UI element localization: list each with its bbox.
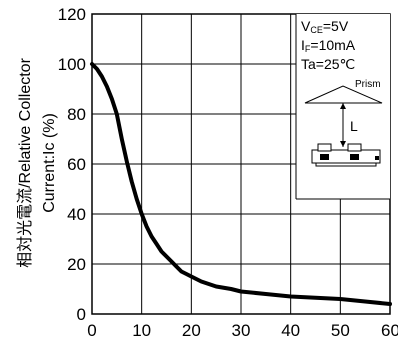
x-tick-labels: 0 10 20 30 40 50 60 bbox=[87, 321, 398, 340]
y-tick-label: 40 bbox=[67, 205, 86, 224]
condition-ta: Ta=25℃ bbox=[301, 56, 355, 72]
x-tick-label: 20 bbox=[182, 321, 201, 340]
distance-arrow-top bbox=[340, 103, 346, 109]
emitter-bump bbox=[317, 143, 332, 152]
y-axis-label: 相対光電流/Relative Collector Current:Ic (%) bbox=[16, 57, 58, 268]
x-tick-label: 50 bbox=[331, 321, 350, 340]
sensor-pin bbox=[375, 156, 379, 160]
detector-die bbox=[350, 154, 359, 160]
inset-diagram: Prism L bbox=[304, 79, 383, 167]
distance-label: L bbox=[350, 118, 358, 134]
y-axis-label-line1: 相対光電流/Relative Collector bbox=[16, 57, 34, 268]
y-tick-label: 20 bbox=[67, 255, 86, 274]
y-tick-label: 60 bbox=[67, 155, 86, 174]
y-tick-label: 0 bbox=[77, 305, 86, 324]
condition-if: IF=10mA bbox=[301, 37, 356, 54]
y-tick-label: 100 bbox=[58, 55, 86, 74]
distance-arrow-bottom bbox=[340, 141, 346, 147]
x-tick-label: 60 bbox=[381, 321, 398, 340]
x-tick-label: 10 bbox=[132, 321, 151, 340]
series-line bbox=[90, 62, 392, 306]
sensor-base bbox=[315, 162, 377, 167]
x-tick-label: 0 bbox=[87, 321, 96, 340]
y-tick-label: 120 bbox=[58, 5, 86, 24]
detector-bump bbox=[347, 143, 362, 152]
x-tick-label: 30 bbox=[232, 321, 251, 340]
prism-label: Prism bbox=[355, 79, 381, 90]
x-tick-label: 40 bbox=[281, 321, 300, 340]
y-tick-labels: 0 20 40 60 80 100 120 bbox=[58, 5, 86, 324]
condition-vce: VCE=5V bbox=[301, 18, 349, 35]
y-axis-label-line2: Current:Ic (%) bbox=[41, 113, 58, 213]
emitter-die bbox=[320, 154, 329, 160]
y-tick-label: 80 bbox=[67, 105, 86, 124]
